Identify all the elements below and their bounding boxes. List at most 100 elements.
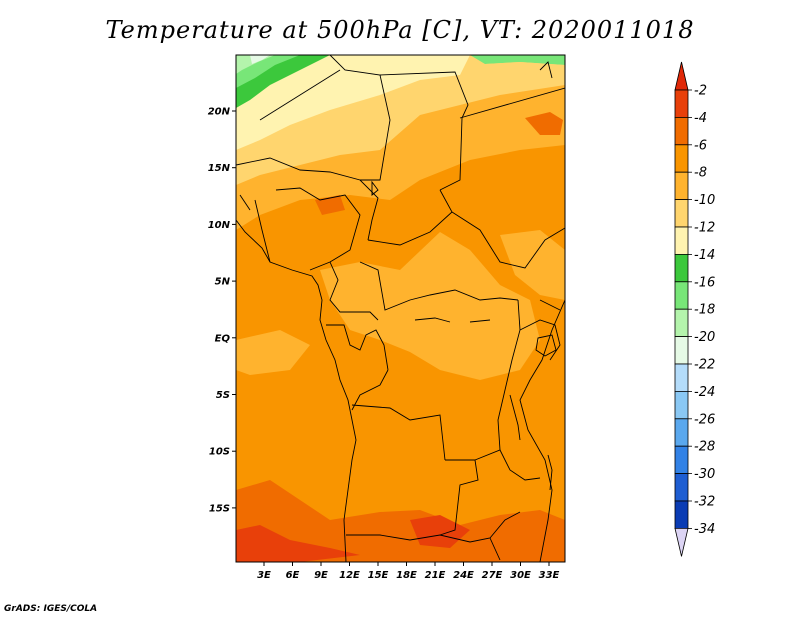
- border-north-3: [379, 71, 469, 191]
- lon-tick-label: 9E: [314, 570, 328, 581]
- lon-tick-label: 18E: [396, 570, 417, 581]
- border-nigeria: [275, 187, 361, 271]
- red-sea-coast: [539, 61, 553, 79]
- colorbar-box: [674, 390, 689, 420]
- border-west-2: [239, 194, 251, 211]
- colorbar-box: [674, 171, 689, 200]
- field-band-minus12: [236, 55, 470, 150]
- lat-tick-label: 15S: [209, 503, 230, 514]
- lon-tick-label: 33E: [539, 570, 560, 581]
- border-west-1: [254, 199, 271, 263]
- coastline-east: [519, 299, 565, 562]
- lake-malawi: [547, 454, 553, 491]
- border-sahel-3: [451, 211, 565, 269]
- field-patch-west: [236, 330, 310, 375]
- colorbar-box: [674, 89, 689, 118]
- field-band-minus18: [236, 55, 275, 74]
- colorbar-label: -34: [694, 522, 715, 537]
- colorbar: -2 -4 -6 -8 -10 -12 -14 -16 -18 -20 -22 -24 -26 -28 -3…: [674, 61, 715, 557]
- field-band-minus20: [250, 55, 270, 64]
- map-frame: [235, 54, 566, 563]
- lon-tick-label: 27E: [482, 570, 503, 581]
- longitude-axis: 3E 6E 9E 12E 15E 18E 21E 24E 27E 30E 33E: [257, 562, 560, 581]
- lat-tick-label: 5S: [216, 390, 230, 401]
- country-borders: [236, 55, 565, 562]
- field-warm-ne: [525, 112, 563, 135]
- colorbar-label: -12: [694, 221, 715, 236]
- field-warm-west: [315, 195, 345, 215]
- border-congo-drc: [351, 369, 389, 411]
- colorbar-box: [674, 418, 689, 447]
- border-north-1: [329, 55, 391, 181]
- colorbar-label: -32: [694, 495, 715, 510]
- lon-tick-label: 6E: [286, 570, 300, 581]
- colorbar-label: -20: [694, 330, 715, 345]
- lat-tick-label: 5N: [215, 277, 231, 288]
- border-car: [359, 261, 519, 311]
- border-gabon: [326, 324, 389, 371]
- border-south-1: [346, 511, 521, 543]
- lon-tick-label: 15E: [368, 570, 389, 581]
- colorbar-bottom-arrow: [674, 528, 689, 557]
- colorbar-label: -22: [694, 358, 715, 373]
- lake-chad: [371, 180, 379, 196]
- border-sahel-1: [236, 157, 379, 241]
- colorbar-label: -30: [694, 467, 715, 482]
- colorbar-label: -28: [694, 440, 715, 455]
- latitude-axis: 20N 15N 10N 5N EQ 5S 10S 15S: [208, 107, 236, 514]
- grads-credit: GrADS: IGES/COLA: [4, 604, 98, 614]
- border-drc-east: [497, 299, 521, 451]
- lat-tick-label: 20N: [208, 107, 231, 118]
- border-north-4: [459, 87, 565, 119]
- border-north-2: [259, 69, 341, 121]
- border-east-lakes: [519, 319, 561, 361]
- colorbar-top-arrow: [674, 61, 689, 91]
- colorbar-box: [674, 144, 689, 173]
- colorbar-box: [674, 253, 689, 283]
- colorbar-label: -10: [694, 193, 715, 208]
- colorbar-box: [674, 500, 689, 529]
- colorbar-box: [674, 281, 689, 310]
- lon-tick-label: 12E: [339, 570, 360, 581]
- colorbar-label: -2: [694, 84, 707, 99]
- field-patch-east: [500, 230, 565, 300]
- lat-tick-label: 15N: [208, 163, 231, 174]
- lon-tick-label: 30E: [510, 570, 531, 581]
- colorbar-label: -14: [694, 248, 715, 263]
- lake-victoria: [535, 334, 557, 357]
- border-sahel-2: [367, 189, 453, 246]
- colorbar-label: -4: [694, 111, 707, 126]
- border-east-2: [539, 299, 561, 311]
- lon-tick-label: 3E: [257, 570, 271, 581]
- colorbar-box: [674, 308, 689, 338]
- colorbar-label: -6: [694, 138, 707, 153]
- lat-tick-label: 10S: [209, 447, 230, 458]
- colorbar-box: [674, 226, 689, 255]
- border-angola-north: [351, 404, 446, 461]
- field-topright-yellow: [485, 62, 565, 78]
- field-hot-south: [236, 525, 360, 562]
- colorbar-box: [674, 363, 689, 392]
- colorbar-box: [674, 473, 689, 502]
- field-topright-band: [470, 55, 565, 65]
- border-angola-east: [439, 459, 479, 536]
- lake-tanganyika: [509, 394, 521, 441]
- colorbar-label: -26: [694, 412, 715, 427]
- colorbar-box: [674, 117, 689, 146]
- colorbar-label: -18: [694, 303, 715, 318]
- colorbar-box: [674, 199, 689, 228]
- field-hot-south-east: [410, 515, 470, 548]
- colorbar-label: -8: [694, 166, 707, 181]
- border-zambia: [474, 449, 541, 481]
- lon-tick-label: 21E: [425, 570, 446, 581]
- colorbar-box: [674, 336, 689, 365]
- river-congo: [414, 317, 491, 323]
- colorbar-label: -24: [694, 385, 715, 400]
- border-cameroon: [329, 261, 379, 321]
- border-south-2: [489, 537, 501, 561]
- colorbar-box: [674, 445, 689, 475]
- field-warm-south: [236, 480, 565, 562]
- chart-title: Temperature at 500hPa [C], VT: 202001101…: [105, 16, 695, 44]
- colorbar-label: -16: [694, 275, 715, 290]
